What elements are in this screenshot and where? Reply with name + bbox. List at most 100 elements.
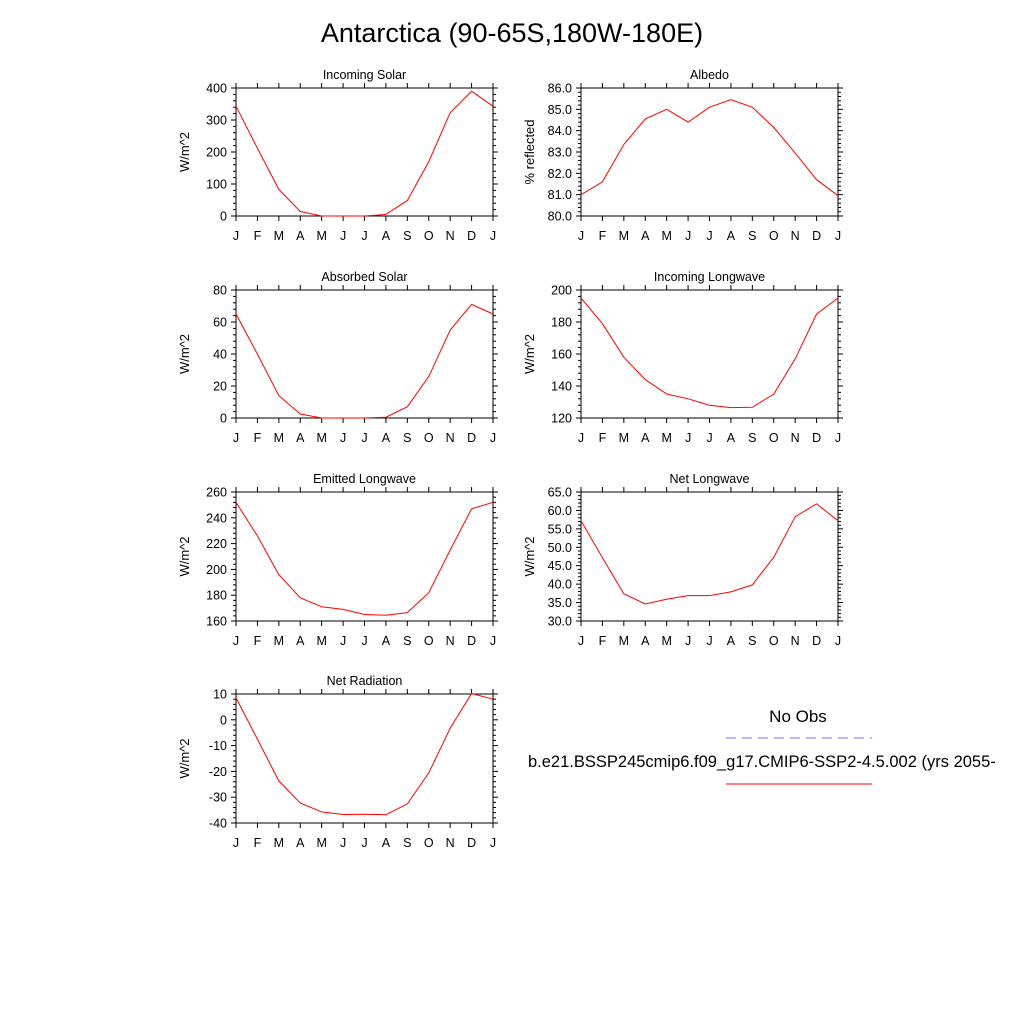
x-tick-label: S xyxy=(748,229,756,243)
x-tick-label: M xyxy=(316,836,326,850)
chart-title: Absorbed Solar xyxy=(321,270,407,284)
x-tick-label: F xyxy=(254,229,262,243)
x-tick-label: J xyxy=(685,229,691,243)
series-line xyxy=(580,503,839,605)
x-tick-label: M xyxy=(274,431,284,445)
x-tick-label: S xyxy=(748,634,756,648)
x-tick-label: D xyxy=(467,634,476,648)
x-tick-label: N xyxy=(446,836,455,850)
x-tick-label: J xyxy=(340,836,346,850)
y-tick-label: 240 xyxy=(206,511,227,525)
x-tick-label: M xyxy=(661,634,671,648)
x-tick-label: J xyxy=(361,229,367,243)
legend-obs-label: No Obs xyxy=(769,707,827,726)
y-tick-label: 80.0 xyxy=(548,210,572,224)
x-tick-label: N xyxy=(446,634,455,648)
y-tick-label: 40.0 xyxy=(548,578,572,592)
x-tick-label: J xyxy=(706,634,712,648)
x-tick-label: A xyxy=(727,634,736,648)
x-tick-label: D xyxy=(812,229,821,243)
x-tick-label: A xyxy=(296,634,305,648)
x-tick-label: O xyxy=(424,836,434,850)
y-tick-label: 81.0 xyxy=(548,188,572,202)
y-tick-label: 220 xyxy=(206,537,227,551)
y-tick-label: 300 xyxy=(206,114,227,128)
x-tick-label: J xyxy=(233,836,239,850)
series-line xyxy=(235,90,494,217)
plot-frame xyxy=(235,491,494,622)
y-tick-label: 35.0 xyxy=(548,596,572,610)
x-tick-label: A xyxy=(296,836,305,850)
series-line xyxy=(235,501,494,616)
y-tick-label: 180 xyxy=(551,316,572,330)
x-tick-label: S xyxy=(403,229,411,243)
x-tick-label: A xyxy=(296,431,305,445)
x-tick-label: J xyxy=(361,836,367,850)
x-tick-label: M xyxy=(274,634,284,648)
y-tick-label: 260 xyxy=(206,486,227,500)
plot-frame xyxy=(235,289,494,419)
x-tick-label: D xyxy=(812,431,821,445)
x-tick-label: M xyxy=(619,431,629,445)
y-tick-label: 400 xyxy=(206,82,227,96)
y-axis-label: W/m^2 xyxy=(177,738,192,778)
y-tick-label: 55.0 xyxy=(548,522,572,536)
y-tick-label: 160 xyxy=(206,615,227,629)
x-tick-label: J xyxy=(490,836,496,850)
y-tick-label: 83.0 xyxy=(548,146,572,160)
y-tick-label: 120 xyxy=(551,412,572,426)
x-tick-label: J xyxy=(685,431,691,445)
y-tick-label: 45.0 xyxy=(548,559,572,573)
series-line xyxy=(235,692,494,816)
x-tick-label: S xyxy=(403,836,411,850)
y-tick-label: 50.0 xyxy=(548,541,572,555)
y-tick-label: 40 xyxy=(213,348,227,362)
chart-title: Net Radiation xyxy=(327,674,403,688)
y-tick-label: 0 xyxy=(220,412,227,426)
x-tick-label: J xyxy=(233,229,239,243)
plot-frame xyxy=(235,693,494,824)
y-tick-label: 60 xyxy=(213,316,227,330)
x-tick-label: J xyxy=(685,634,691,648)
x-tick-label: J xyxy=(578,634,584,648)
x-tick-label: J xyxy=(233,634,239,648)
x-tick-label: M xyxy=(274,836,284,850)
y-tick-label: 200 xyxy=(206,563,227,577)
x-tick-label: S xyxy=(748,431,756,445)
y-tick-label: 0 xyxy=(220,713,227,727)
x-tick-label: O xyxy=(424,634,434,648)
plot-frame xyxy=(580,289,839,419)
x-tick-label: A xyxy=(727,229,736,243)
y-axis-label: W/m^2 xyxy=(177,334,192,374)
chart-title: Albedo xyxy=(690,68,729,82)
x-tick-label: J xyxy=(340,229,346,243)
x-tick-label: M xyxy=(619,634,629,648)
x-tick-label: A xyxy=(641,431,650,445)
x-tick-label: S xyxy=(403,634,411,648)
x-tick-label: J xyxy=(835,634,841,648)
x-tick-label: A xyxy=(296,229,305,243)
x-tick-label: J xyxy=(361,431,367,445)
y-tick-label: 180 xyxy=(206,589,227,603)
y-tick-label: -20 xyxy=(209,765,227,779)
y-tick-label: 86.0 xyxy=(548,82,572,96)
y-tick-label: 20 xyxy=(213,380,227,394)
x-tick-label: M xyxy=(274,229,284,243)
y-tick-label: 200 xyxy=(206,146,227,160)
x-tick-label: M xyxy=(316,634,326,648)
x-tick-label: J xyxy=(706,431,712,445)
x-tick-label: D xyxy=(467,836,476,850)
x-tick-label: M xyxy=(316,229,326,243)
y-tick-label: 10 xyxy=(213,688,227,702)
legend-model-label: b.e21.BSSP245cmip6.f09_g17.CMIP6-SSP2-4.… xyxy=(528,753,996,771)
chart-panel: Albedo % reflected 80.0 81.0 82.0 83.0 84.0 85.… xyxy=(522,68,843,243)
y-axis-label: W/m^2 xyxy=(522,536,537,576)
x-tick-label: J xyxy=(340,634,346,648)
chart-panel: Net Longwave W/m^2 30.0 35.0 40.0 45.0 50.0 55.… xyxy=(522,472,843,648)
x-tick-label: J xyxy=(233,431,239,445)
y-tick-label: 60.0 xyxy=(548,504,572,518)
x-tick-label: F xyxy=(254,634,262,648)
x-tick-label: M xyxy=(661,229,671,243)
